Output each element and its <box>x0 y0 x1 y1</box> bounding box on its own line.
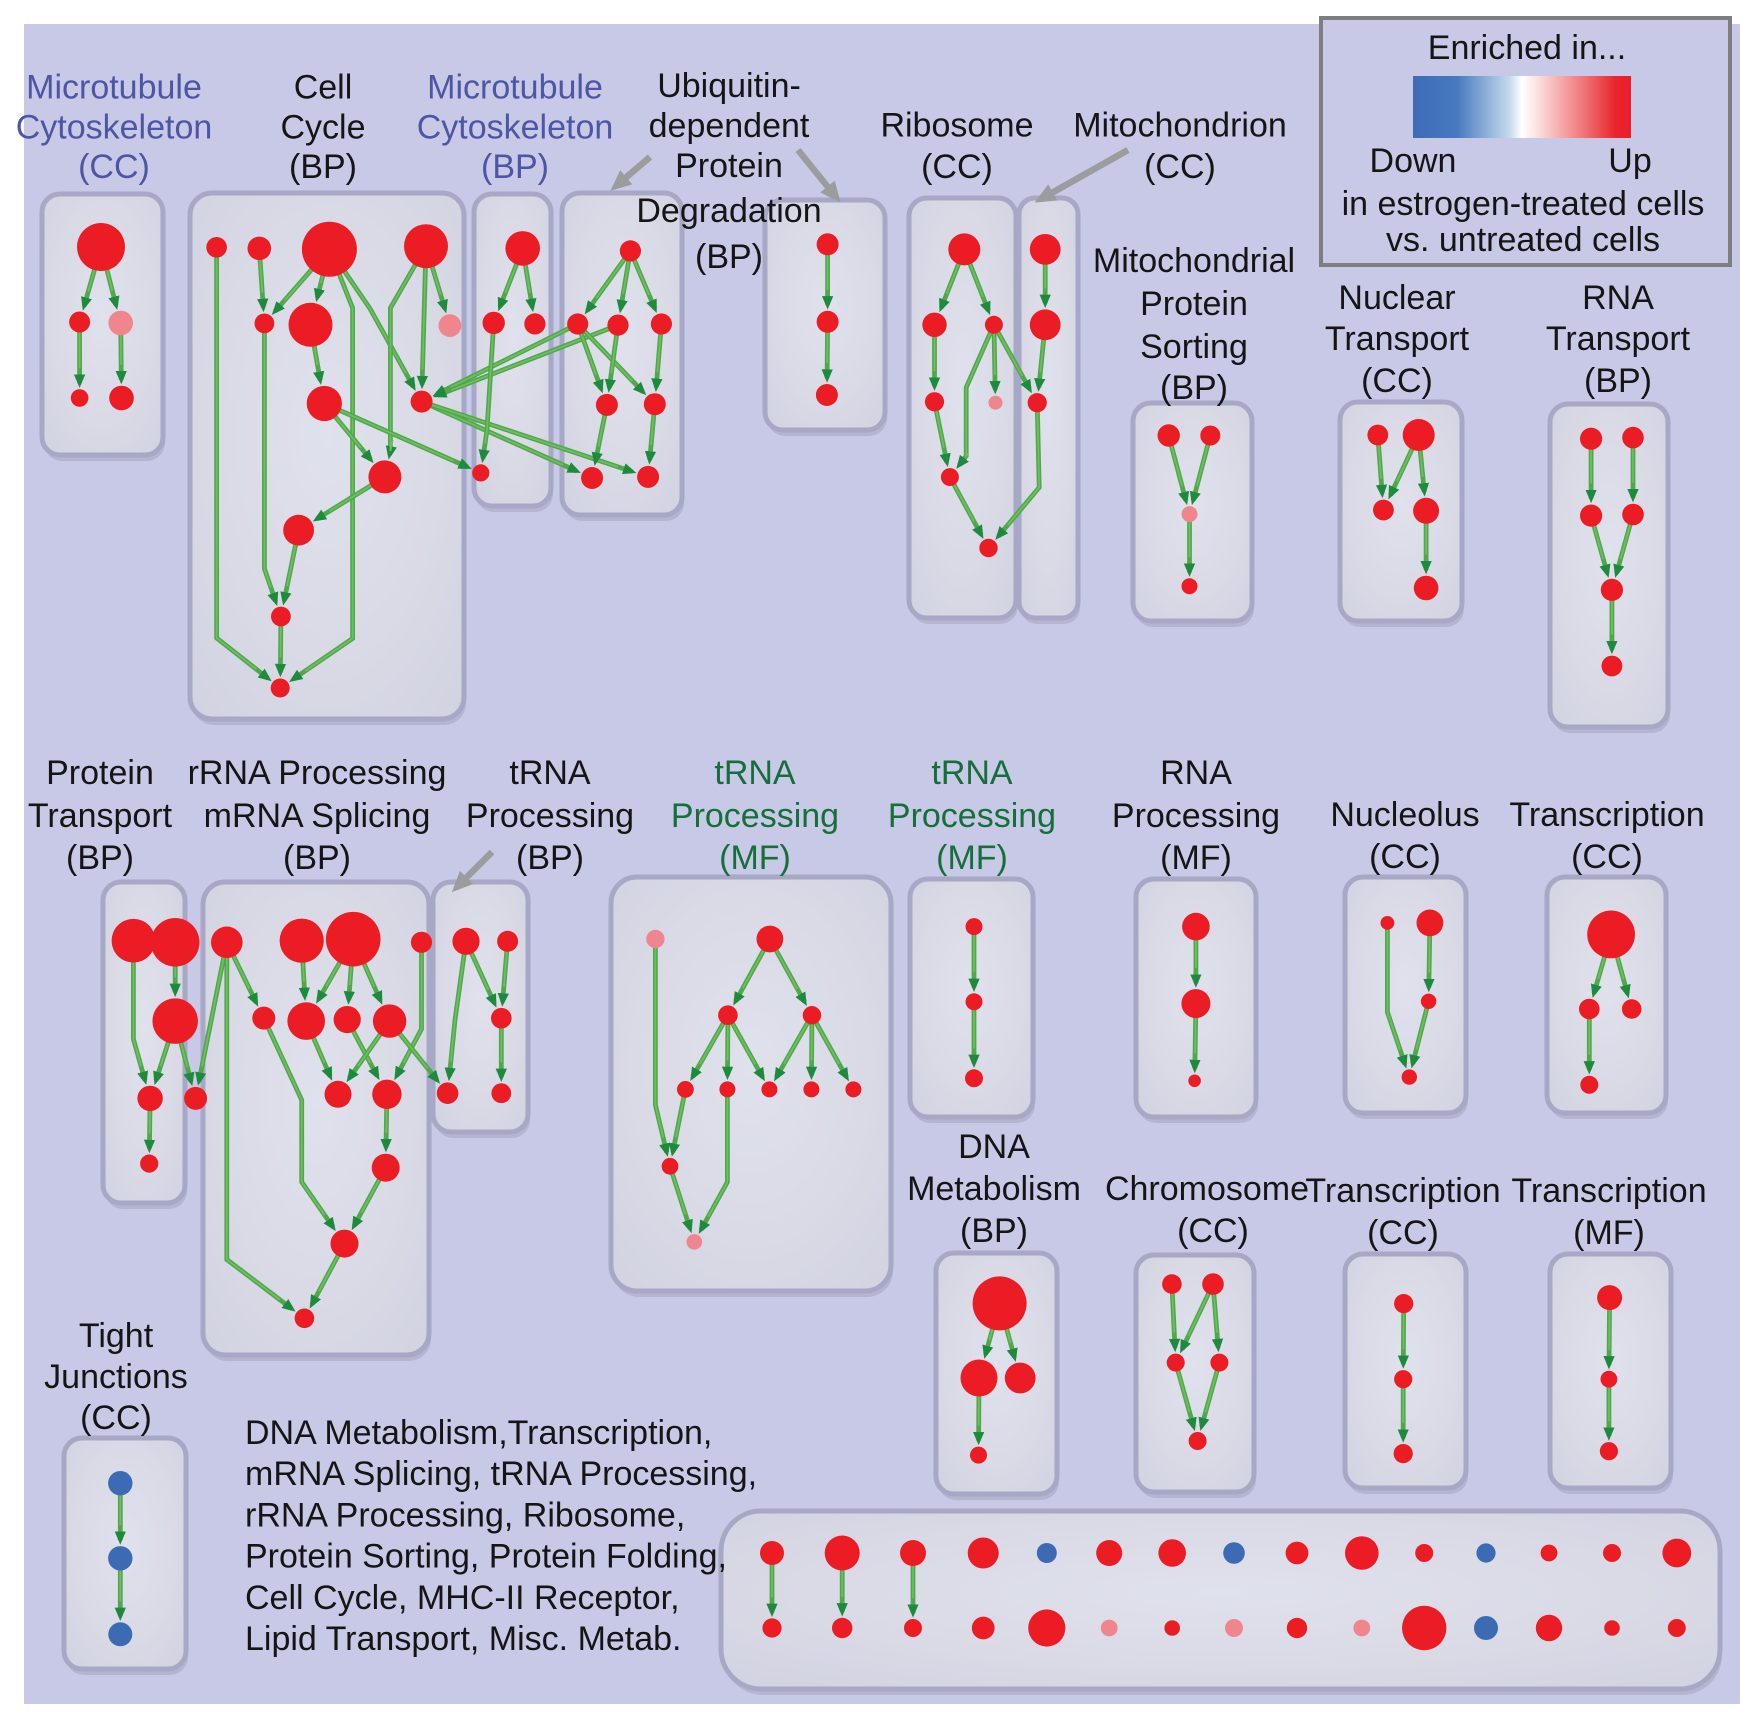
svg-text:Down: Down <box>1370 142 1457 180</box>
svg-text:(BP): (BP) <box>960 1212 1028 1250</box>
svg-text:Cell Cycle, MHC-II Receptor,: Cell Cycle, MHC-II Receptor, <box>245 1579 680 1617</box>
svg-text:Processing: Processing <box>671 797 839 835</box>
svg-text:(BP): (BP) <box>695 238 763 276</box>
svg-text:Transport: Transport <box>28 797 173 835</box>
svg-text:Protein: Protein <box>675 147 783 185</box>
svg-text:Protein Sorting, Protein Foldi: Protein Sorting, Protein Folding, <box>245 1538 727 1576</box>
svg-text:(CC): (CC) <box>1369 838 1441 876</box>
svg-text:(MF): (MF) <box>1160 839 1232 877</box>
svg-text:Metabolism: Metabolism <box>907 1170 1081 1208</box>
svg-text:Nuclear: Nuclear <box>1338 279 1455 317</box>
svg-text:Sorting: Sorting <box>1140 328 1248 366</box>
svg-text:Transport: Transport <box>1325 320 1470 358</box>
svg-text:in estrogen-treated cells: in estrogen-treated cells <box>1342 185 1705 223</box>
svg-text:(BP): (BP) <box>516 839 584 877</box>
svg-text:Cell: Cell <box>294 69 353 107</box>
svg-text:tRNA: tRNA <box>931 754 1013 792</box>
svg-text:(BP): (BP) <box>283 839 351 877</box>
svg-text:Degradation: Degradation <box>636 192 821 230</box>
svg-text:Transcription: Transcription <box>1511 1172 1706 1210</box>
svg-text:(BP): (BP) <box>1160 369 1228 407</box>
svg-text:(CC): (CC) <box>1367 1214 1439 1252</box>
svg-text:(CC): (CC) <box>80 1399 152 1437</box>
svg-text:Transport: Transport <box>1546 320 1691 358</box>
svg-text:Cycle: Cycle <box>280 108 365 146</box>
svg-text:RNA: RNA <box>1160 754 1232 792</box>
svg-text:(CC): (CC) <box>1361 362 1433 400</box>
svg-text:rRNA Processing, Ribosome,: rRNA Processing, Ribosome, <box>245 1496 685 1534</box>
svg-text:(CC): (CC) <box>1144 148 1216 186</box>
svg-text:(BP): (BP) <box>66 839 134 877</box>
svg-text:Tight: Tight <box>79 1317 154 1355</box>
svg-text:(MF): (MF) <box>719 839 791 877</box>
svg-text:tRNA: tRNA <box>714 754 796 792</box>
svg-text:Junctions: Junctions <box>44 1358 188 1396</box>
svg-text:Nucleolus: Nucleolus <box>1330 796 1479 834</box>
svg-text:rRNA Processing: rRNA Processing <box>188 754 447 792</box>
svg-text:(BP): (BP) <box>481 148 549 186</box>
svg-text:Enriched in...: Enriched in... <box>1428 29 1626 67</box>
svg-text:Mitochondrion: Mitochondrion <box>1073 107 1287 145</box>
svg-text:(BP): (BP) <box>1584 362 1652 400</box>
svg-text:(CC): (CC) <box>921 148 993 186</box>
svg-text:Cytoskeleton: Cytoskeleton <box>16 108 213 146</box>
svg-text:(CC): (CC) <box>1571 838 1643 876</box>
svg-text:(MF): (MF) <box>936 839 1008 877</box>
svg-text:DNA: DNA <box>958 1128 1030 1166</box>
svg-text:Protein: Protein <box>1140 285 1248 323</box>
svg-text:mRNA Splicing, tRNA Processing: mRNA Splicing, tRNA Processing, <box>245 1455 757 1493</box>
svg-text:Microtubule: Microtubule <box>26 69 202 107</box>
svg-text:dependent: dependent <box>649 107 810 145</box>
svg-text:Mitochondrial: Mitochondrial <box>1093 242 1295 280</box>
svg-text:vs. untreated cells: vs. untreated cells <box>1386 221 1660 259</box>
svg-text:(CC): (CC) <box>1177 1212 1249 1250</box>
svg-text:Ubiquitin-: Ubiquitin- <box>657 67 801 105</box>
svg-text:Processing: Processing <box>466 797 634 835</box>
svg-text:tRNA: tRNA <box>509 754 591 792</box>
svg-text:RNA: RNA <box>1582 279 1654 317</box>
svg-text:Lipid Transport, Misc. Metab.: Lipid Transport, Misc. Metab. <box>245 1620 682 1658</box>
svg-text:Ribosome: Ribosome <box>880 107 1033 145</box>
svg-text:Protein: Protein <box>46 754 154 792</box>
svg-text:Cytoskeleton: Cytoskeleton <box>417 108 614 146</box>
svg-text:Processing: Processing <box>1112 797 1280 835</box>
svg-text:(MF): (MF) <box>1573 1214 1645 1252</box>
svg-text:Transcription: Transcription <box>1509 796 1704 834</box>
svg-text:(CC): (CC) <box>78 148 150 186</box>
svg-text:mRNA Splicing: mRNA Splicing <box>204 797 431 835</box>
svg-text:DNA Metabolism,Transcription,: DNA Metabolism,Transcription, <box>245 1414 712 1452</box>
svg-text:Chromosome: Chromosome <box>1105 1170 1309 1208</box>
svg-text:Microtubule: Microtubule <box>427 69 603 107</box>
svg-text:Up: Up <box>1608 142 1651 180</box>
svg-text:(BP): (BP) <box>289 148 357 186</box>
svg-text:Processing: Processing <box>888 797 1056 835</box>
svg-text:Transcription: Transcription <box>1305 1172 1500 1210</box>
